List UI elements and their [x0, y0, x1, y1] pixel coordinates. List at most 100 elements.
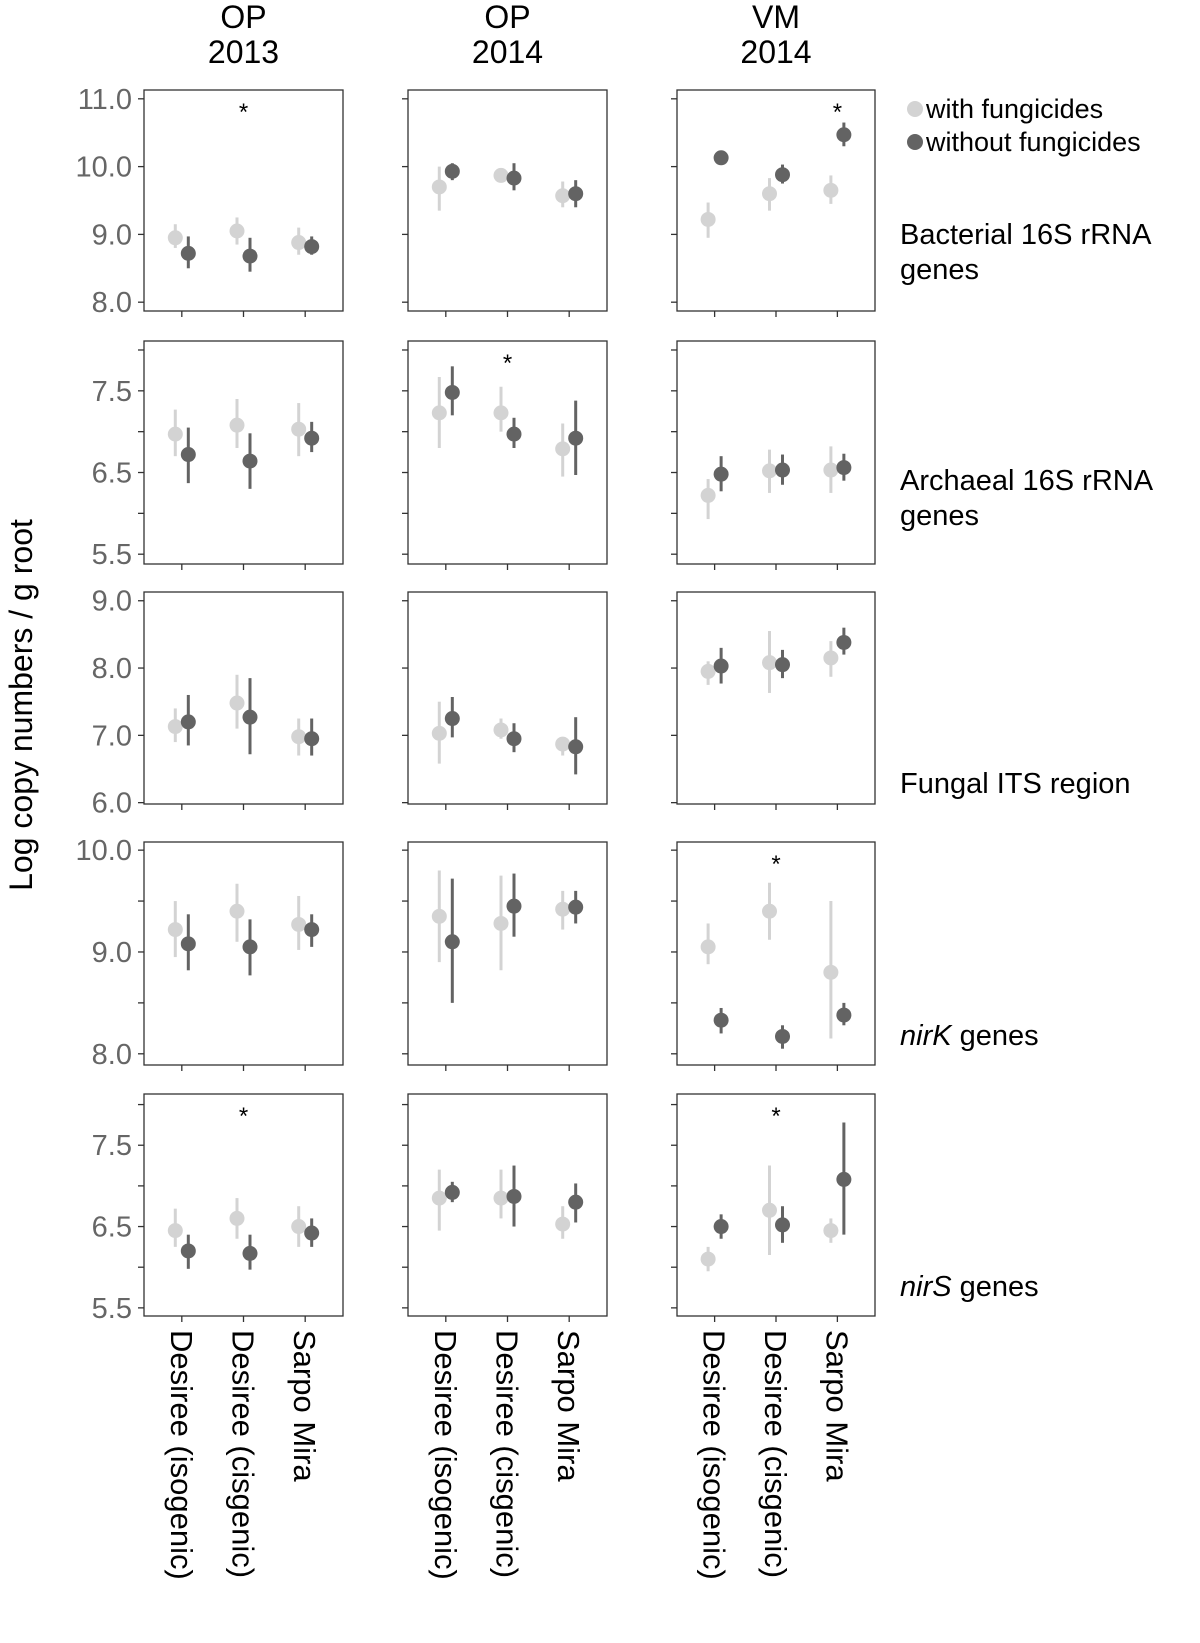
x-tick-label: Desiree (cisgenic)	[226, 1330, 261, 1578]
point-without-fungicides	[242, 709, 258, 725]
significance-star: *	[771, 851, 780, 878]
point-with-fungicides	[167, 426, 183, 442]
point-with-fungicides	[700, 939, 716, 955]
point-with-fungicides	[823, 1223, 839, 1239]
point-without-fungicides	[836, 634, 852, 650]
point-with-fungicides	[431, 725, 447, 741]
point-without-fungicides	[242, 248, 258, 264]
point-with-fungicides	[493, 405, 509, 421]
legend-swatch	[907, 134, 923, 150]
point-without-fungicides	[180, 936, 196, 952]
point-without-fungicides	[304, 430, 320, 446]
y-tick-label: 9.0	[92, 219, 132, 251]
panel	[402, 1093, 608, 1322]
point-without-fungicides	[506, 731, 522, 747]
point-without-fungicides	[180, 447, 196, 463]
panel: *	[671, 89, 876, 317]
x-tick-label: Desiree (cisgenic)	[758, 1330, 793, 1578]
point-with-fungicides	[431, 179, 447, 195]
point-with-fungicides	[700, 211, 716, 227]
point-without-fungicides	[506, 898, 522, 914]
y-tick-label: 10.0	[76, 152, 132, 184]
point-with-fungicides	[291, 235, 307, 251]
point-without-fungicides	[444, 163, 460, 179]
point-with-fungicides	[167, 719, 183, 735]
panel-border	[143, 89, 344, 312]
panel-border	[143, 340, 344, 565]
panel: 5.5 6.5 7.5 *	[92, 1093, 344, 1325]
significance-star: *	[771, 1103, 780, 1130]
point-without-fungicides	[713, 658, 729, 674]
point-with-fungicides	[291, 421, 307, 437]
point-with-fungicides	[431, 908, 447, 924]
point-with-fungicides	[700, 1251, 716, 1267]
point-without-fungicides	[568, 186, 584, 202]
panel: 5.5 6.5 7.5	[92, 340, 344, 571]
panel-border	[676, 591, 876, 805]
panel	[671, 340, 876, 570]
x-tick-label: Desiree (cisgenic)	[490, 1330, 525, 1578]
column-header: OP	[484, 0, 530, 35]
point-with-fungicides	[823, 650, 839, 666]
point-without-fungicides	[568, 1194, 584, 1210]
point-without-fungicides	[836, 1171, 852, 1187]
y-tick-label: 6.5	[92, 1212, 132, 1244]
panel	[402, 89, 608, 317]
x-tick-label: Sarpo Mira	[287, 1330, 322, 1482]
y-tick-label: 5.5	[92, 1293, 132, 1325]
significance-star: *	[833, 99, 842, 126]
row-label: nirS genes	[900, 1271, 1039, 1303]
panel: *	[671, 841, 876, 1071]
y-tick-label: 7.0	[92, 720, 132, 752]
point-without-fungicides	[713, 150, 729, 166]
point-with-fungicides	[555, 1216, 571, 1232]
y-tick-label: 7.5	[92, 376, 132, 408]
y-tick-label: 11.0	[78, 84, 132, 116]
y-tick-label: 5.5	[92, 539, 132, 571]
point-with-fungicides	[762, 1202, 777, 1218]
y-tick-label: 8.0	[92, 1039, 132, 1071]
point-without-fungicides	[506, 1188, 522, 1204]
point-without-fungicides	[304, 922, 320, 938]
point-without-fungicides	[836, 127, 852, 143]
y-axis-title: Log copy numbers / g root	[3, 519, 39, 891]
x-tick-label: Desiree (isogenic)	[164, 1330, 199, 1580]
point-without-fungicides	[836, 1007, 852, 1023]
panel-border	[676, 1093, 876, 1317]
point-without-fungicides	[506, 170, 522, 186]
point-with-fungicides	[229, 903, 245, 919]
panel-border	[407, 340, 608, 565]
point-without-fungicides	[304, 1225, 320, 1241]
point-without-fungicides	[444, 711, 460, 727]
column-header: 2014	[740, 34, 811, 70]
point-without-fungicides	[568, 430, 584, 446]
point-with-fungicides	[700, 487, 716, 503]
panel	[671, 591, 876, 810]
point-without-fungicides	[775, 167, 790, 183]
point-without-fungicides	[775, 462, 790, 478]
legend-label: without fungicides	[925, 127, 1141, 157]
point-without-fungicides	[180, 714, 196, 730]
point-with-fungicides	[291, 916, 307, 932]
point-without-fungicides	[775, 1217, 790, 1233]
x-tick-label: Sarpo Mira	[819, 1330, 854, 1482]
significance-star: *	[239, 99, 248, 126]
legend-label: with fungicides	[925, 94, 1103, 124]
point-with-fungicides	[291, 729, 307, 745]
significance-star: *	[503, 350, 512, 377]
point-with-fungicides	[493, 722, 509, 738]
column-header: VM	[752, 0, 800, 35]
y-tick-label: 6.0	[92, 788, 132, 820]
panel-border	[407, 841, 608, 1066]
x-tick-label: Desiree (isogenic)	[697, 1330, 732, 1580]
point-without-fungicides	[180, 245, 196, 261]
point-without-fungicides	[713, 1219, 729, 1235]
point-without-fungicides	[836, 460, 852, 476]
point-with-fungicides	[167, 922, 183, 938]
panel-border	[407, 591, 608, 805]
point-with-fungicides	[167, 230, 183, 246]
y-tick-label: 9.0	[92, 937, 132, 969]
point-with-fungicides	[229, 223, 245, 239]
column-header: 2013	[208, 34, 279, 70]
